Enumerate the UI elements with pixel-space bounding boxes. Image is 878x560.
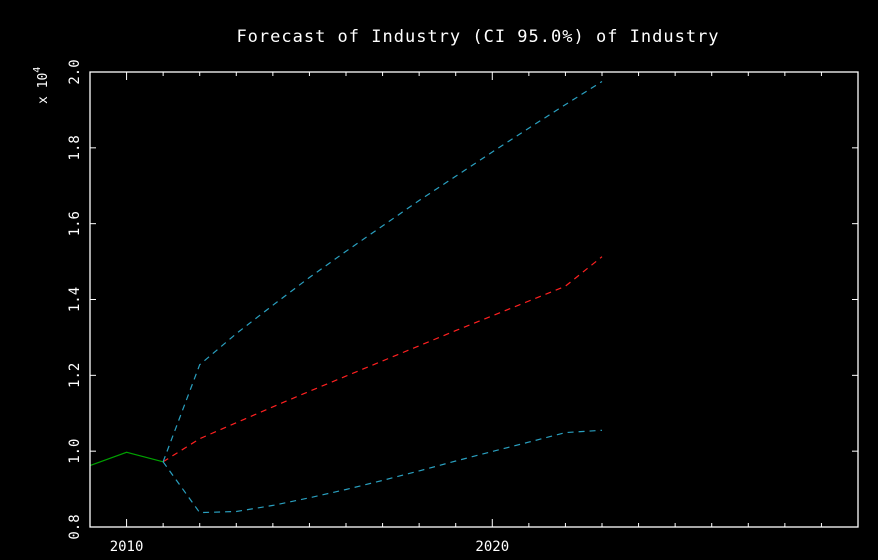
series-line-forecast xyxy=(162,256,603,463)
y-tick-label: 0.8 xyxy=(67,514,83,539)
y-tick-label: 1.6 xyxy=(67,211,83,236)
series-line-upper-ci xyxy=(162,80,603,463)
y-multiplier-prefix: x 10 xyxy=(36,73,51,104)
y-multiplier-exponent: 4 xyxy=(32,67,43,73)
chart-title: Forecast of Industry (CI 95.0%) of Indus… xyxy=(236,27,719,47)
x-tick-label: 2020 xyxy=(475,539,509,555)
y-tick-label: 2.0 xyxy=(67,59,83,84)
y-tick-label: 1.8 xyxy=(67,135,83,160)
series-group xyxy=(89,80,603,514)
series-line-history xyxy=(89,451,164,467)
y-tick-label: 1.0 xyxy=(67,439,83,464)
y-multiplier-label: x 104 xyxy=(32,67,51,104)
axis-ticks: 0.8 1.0 1.2 1.4 1.6 1.8 2.0 2010 2020 xyxy=(67,59,859,555)
y-multiplier: x 104 xyxy=(32,67,51,104)
series-line-lower-ci xyxy=(162,429,603,514)
y-tick-label: 1.2 xyxy=(67,363,83,388)
y-tick-label: 1.4 xyxy=(67,287,83,312)
x-tick-label: 2010 xyxy=(110,539,144,555)
